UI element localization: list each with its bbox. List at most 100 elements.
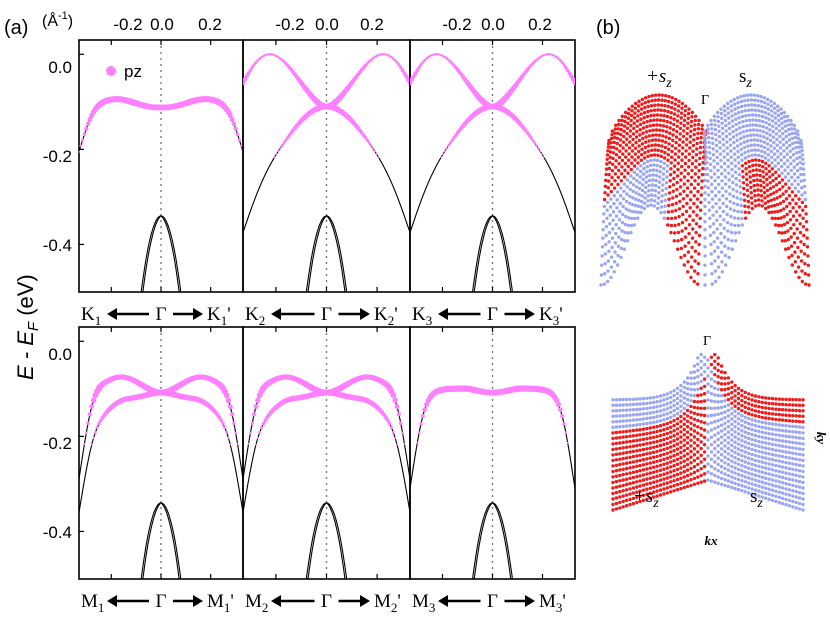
spin-dot-bot-823 — [740, 459, 744, 463]
spin-dot-top-1009 — [715, 218, 719, 222]
spin-dot-top-1206 — [762, 191, 767, 195]
spin-dot-top-1168 — [630, 209, 634, 214]
spin-dot-bot-628 — [658, 448, 663, 453]
spin-dot-top-211 — [699, 135, 703, 140]
pz-point-k1-0-86 — [233, 126, 238, 131]
spin-dot-top-749 — [659, 154, 663, 158]
spin-dot-top-50 — [766, 97, 770, 102]
spin-dot-bot-762 — [726, 446, 731, 451]
spin-dot-bot-168 — [638, 412, 642, 416]
spin-dot-top-493 — [621, 152, 625, 156]
spin-dot-top-668 — [796, 175, 800, 180]
spin-dot-bot-1047 — [726, 473, 731, 478]
kpath-arrowhead-right-k3 — [525, 308, 535, 320]
spin-dot-top-87 — [693, 118, 697, 123]
spin-dot-top-657 — [759, 144, 763, 148]
spin-dot-top-498 — [637, 138, 642, 143]
spin-dot-top-546 — [795, 162, 799, 167]
spin-dot-top-1379 — [730, 247, 734, 251]
spin-dot-top-1105 — [624, 214, 628, 219]
spin-dot-bot-247 — [719, 388, 724, 392]
spin-dot-bot-532 — [719, 417, 724, 421]
spin-dot-bot-138 — [730, 391, 734, 395]
spin-dot-top-262 — [665, 114, 670, 119]
pz-point-k3-1-20 — [445, 147, 448, 150]
spin-dot-bot-868 — [699, 446, 703, 451]
spin-dot-top-307 — [612, 145, 616, 150]
spin-dot-top-1351 — [629, 230, 633, 235]
spin-dot-bot-85 — [733, 389, 737, 393]
spin-dot-bot-1085 — [662, 487, 666, 491]
spin-dot-top-208 — [689, 124, 693, 128]
pz-point-m2-1-10 — [259, 426, 264, 430]
spin-dot-top-79 — [666, 99, 671, 104]
spin-dot-top-84 — [683, 109, 687, 113]
spin-dot-top-536 — [762, 135, 766, 139]
spin-dot-bot-935 — [733, 466, 737, 470]
spin-dot-top-1066 — [697, 233, 702, 238]
spin-dot-top-709 — [730, 161, 734, 165]
spin-dot-bot-801 — [665, 461, 669, 465]
spin-dot-bot-882 — [747, 466, 751, 470]
spin-dot-top-1076 — [735, 196, 739, 200]
spin-dot-bot-645 — [716, 425, 720, 429]
spin-dot-bot-152 — [777, 407, 781, 412]
spin-dot-top-798 — [619, 186, 623, 190]
spin-dot-top-416 — [768, 128, 772, 132]
spin-dot-top-277 — [710, 136, 715, 140]
spin-dot-bot-919 — [679, 466, 683, 470]
spin-dot-top-1095 — [798, 230, 803, 235]
spin-dot-bot-1028 — [662, 482, 666, 486]
spin-dot-top-1138 — [739, 197, 743, 201]
spin-dot-bot-92 — [757, 400, 761, 404]
spin-dot-top-596 — [759, 139, 763, 143]
spin-dot-top-1072 — [722, 218, 726, 222]
spin-dot-top-264 — [672, 117, 676, 121]
pz-point-k2-1-68 — [367, 141, 371, 145]
y-axis-label: E - EF (eV) — [13, 274, 42, 380]
spin-dot-top-658 — [762, 145, 767, 150]
spin-dot-bot-948 — [777, 480, 781, 484]
spin-dot-bot-121 — [662, 403, 666, 407]
spin-dot-bot-1035 — [685, 473, 690, 478]
spin-dot-bot-770 — [753, 458, 758, 463]
spin-dot-bot-566 — [641, 447, 646, 452]
spin-dot-top-1000 — [681, 204, 685, 209]
spin-dot-bot-1051 — [740, 479, 744, 483]
spin-dot-top-824 — [707, 200, 711, 205]
spin-dot-bot-480 — [736, 427, 741, 431]
spin-dot-top-24 — [687, 107, 691, 111]
spin-dot-bot-540 — [747, 436, 751, 441]
spin-dot-top-685 — [650, 148, 654, 152]
spin-dot-bot-874 — [719, 453, 724, 457]
spin-dot-top-479 — [775, 137, 779, 142]
spin-dot-bot-453 — [645, 437, 649, 441]
spin-dot-top-858 — [615, 198, 619, 202]
spin-dot-bot-101 — [787, 403, 792, 407]
spin-dot-top-315 — [638, 122, 643, 127]
spin-dot-bot-96 — [770, 402, 775, 406]
spin-dot-top-342 — [724, 129, 728, 133]
spin-dot-top-243 — [800, 149, 804, 153]
spin-dot-top-1229 — [630, 216, 634, 221]
spin-dot-bot-1010 — [794, 489, 798, 494]
legend: pz — [106, 62, 142, 81]
spin-dot-top-356 — [771, 124, 775, 128]
spin-dot-bot-255 — [747, 412, 751, 416]
spin-dot-top-310 — [622, 134, 626, 139]
spin-dot-bot-997 — [750, 477, 754, 481]
spin-dot-bot-739 — [648, 461, 652, 465]
spin-dot-bot-285 — [655, 419, 659, 424]
spin-dot-bot-359 — [713, 386, 717, 390]
spin-dot-bot-615 — [614, 458, 619, 462]
spin-dot-bot-661 — [770, 452, 775, 457]
spin-dot-bot-1045 — [719, 470, 724, 475]
spin-dot-top-1219 — [806, 254, 810, 258]
spin-dot-bot-269 — [794, 419, 798, 423]
spin-dot-top-1286 — [616, 253, 620, 258]
spin-dot-bot-251 — [733, 404, 737, 408]
spin-dot-bot-938 — [743, 470, 747, 474]
spin-dot-bot-599 — [753, 443, 758, 448]
spin-dot-top-934 — [665, 175, 669, 179]
spin-dot-top-45 — [749, 93, 753, 97]
